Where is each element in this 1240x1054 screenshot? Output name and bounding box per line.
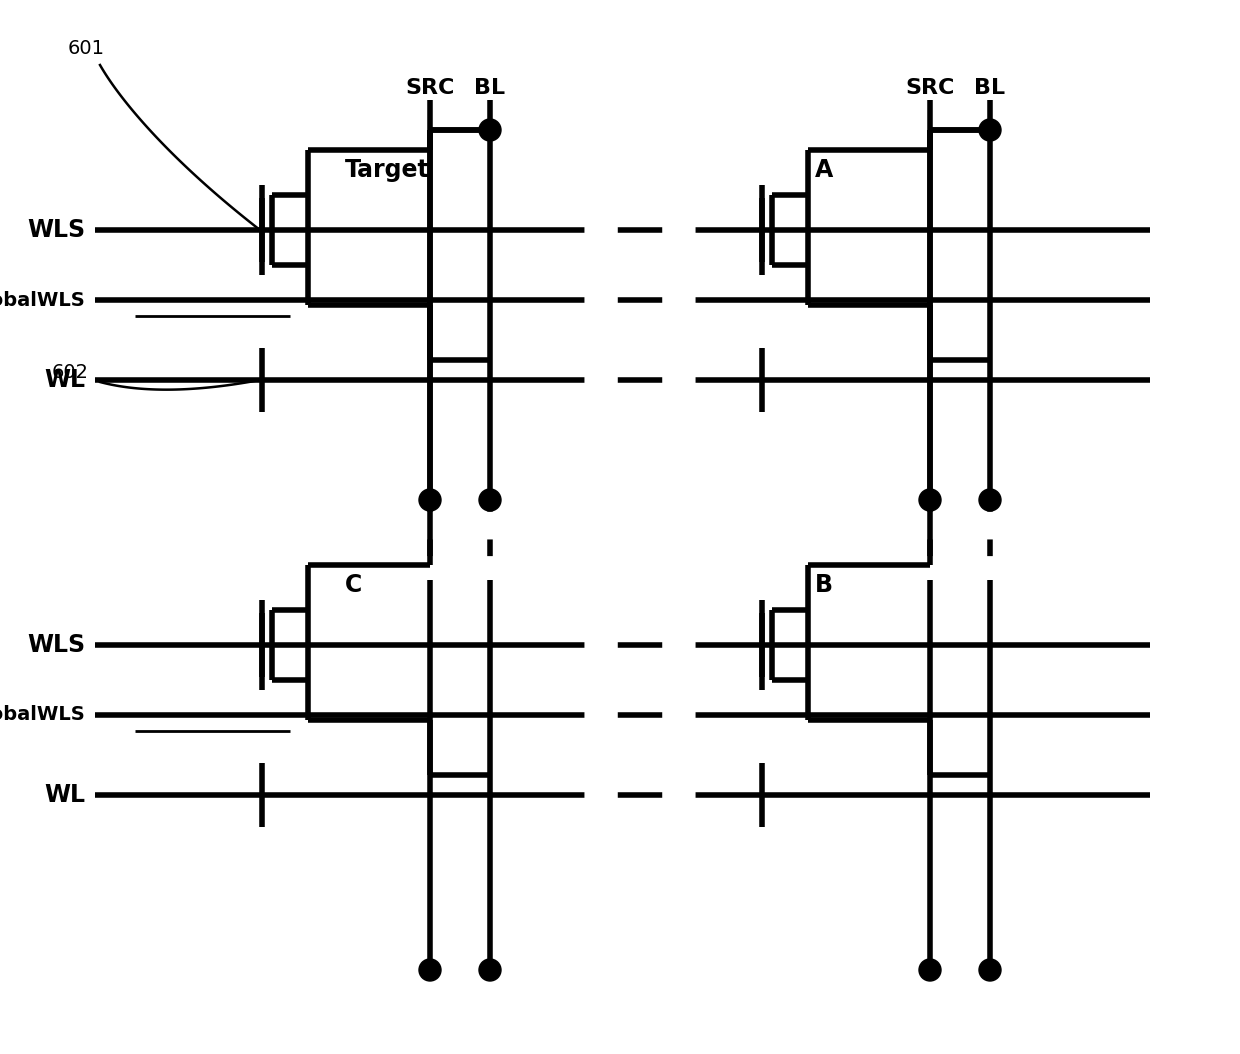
Circle shape	[919, 959, 941, 981]
Text: 602: 602	[52, 363, 89, 382]
Circle shape	[479, 489, 501, 511]
Text: WL: WL	[43, 783, 86, 807]
Circle shape	[980, 489, 1001, 511]
Text: WL: WL	[43, 368, 86, 392]
Text: Target: Target	[345, 158, 430, 182]
Text: WLS: WLS	[27, 633, 86, 657]
Text: 601: 601	[68, 39, 105, 58]
Circle shape	[479, 959, 501, 981]
Circle shape	[919, 489, 941, 511]
Text: A: A	[815, 158, 833, 182]
Circle shape	[419, 489, 441, 511]
Circle shape	[980, 959, 1001, 981]
Text: GlobalWLS: GlobalWLS	[0, 705, 86, 724]
Text: BL: BL	[475, 78, 506, 98]
Text: GlobalWLS: GlobalWLS	[0, 291, 86, 310]
Circle shape	[419, 959, 441, 981]
Text: SRC: SRC	[405, 78, 455, 98]
Text: C: C	[345, 573, 362, 597]
Text: BL: BL	[975, 78, 1006, 98]
Text: B: B	[815, 573, 833, 597]
Circle shape	[479, 119, 501, 141]
Text: WLS: WLS	[27, 218, 86, 242]
Circle shape	[980, 119, 1001, 141]
Text: SRC: SRC	[905, 78, 955, 98]
